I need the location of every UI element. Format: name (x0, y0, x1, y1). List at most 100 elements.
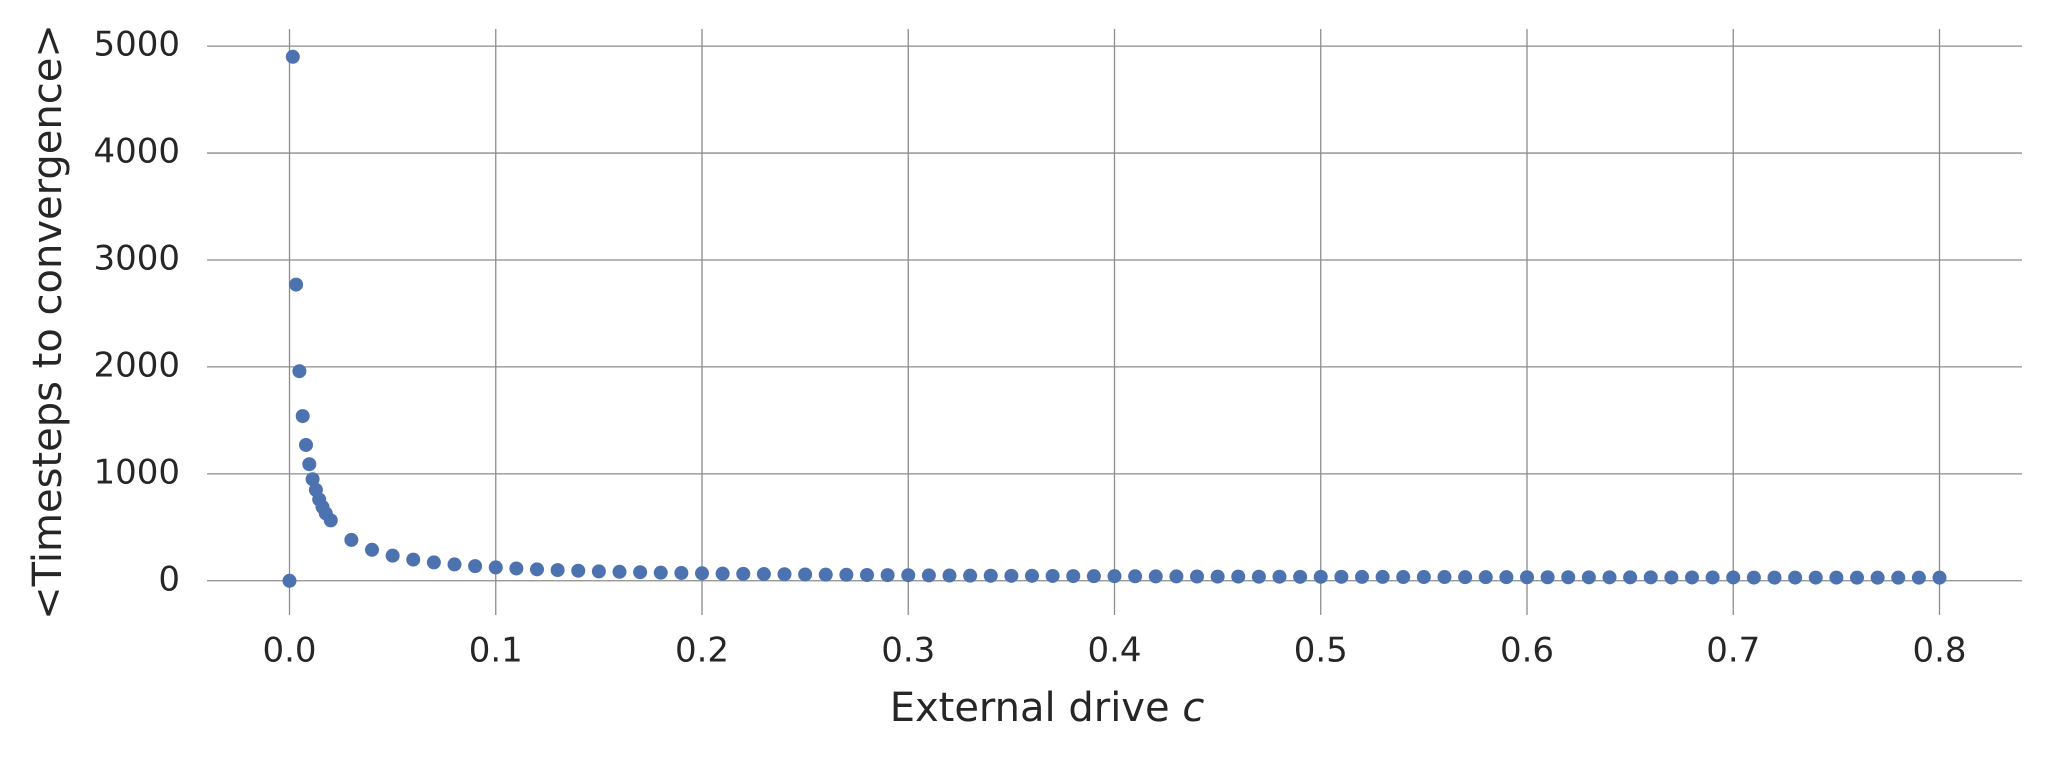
point (798, 567, 813, 582)
point (1664, 570, 1679, 585)
point (942, 568, 957, 583)
point (1190, 569, 1204, 584)
point (406, 552, 421, 567)
point (1581, 570, 1596, 585)
point (715, 566, 730, 581)
point (426, 555, 441, 570)
point (1169, 569, 1184, 584)
y-tick-label: 0 (158, 559, 180, 599)
point (839, 567, 854, 582)
point (571, 563, 586, 578)
point (695, 566, 709, 581)
point (777, 567, 792, 582)
x-axis-label: External drive c (890, 685, 1205, 731)
y-tick-label: 1000 (93, 452, 180, 492)
point (282, 573, 297, 588)
point (674, 565, 689, 580)
point (1602, 570, 1617, 585)
point (1375, 569, 1390, 584)
point (1726, 570, 1741, 585)
point (488, 560, 503, 575)
point (1540, 570, 1555, 585)
point (299, 437, 313, 452)
x-label-symbol: c (1182, 685, 1204, 731)
point (1066, 569, 1081, 584)
point (983, 568, 998, 583)
point (1293, 569, 1308, 584)
point (1355, 569, 1369, 584)
point (302, 457, 317, 472)
point (1004, 568, 1019, 583)
point (921, 568, 936, 583)
point (295, 409, 310, 424)
point (860, 568, 874, 583)
point (1746, 570, 1761, 585)
point (289, 277, 304, 292)
point (1231, 569, 1246, 584)
x-label-text: External drive (890, 685, 1170, 731)
y-tick-label: 3000 (93, 238, 180, 278)
point (1210, 569, 1225, 584)
point (344, 532, 359, 547)
point (1313, 569, 1328, 584)
point (1685, 570, 1699, 585)
point (1911, 570, 1926, 585)
point (1705, 570, 1720, 585)
x-tick-label: 0.4 (1087, 631, 1141, 671)
point (1107, 569, 1122, 584)
x-tick-label: 0.5 (1294, 631, 1348, 671)
point (818, 567, 833, 582)
y-axis-label: <Timesteps to convergence> (25, 24, 71, 620)
point (1148, 569, 1163, 584)
point (1272, 569, 1287, 584)
point (1520, 570, 1534, 585)
point (447, 557, 462, 572)
y-tick-label: 4000 (93, 132, 180, 172)
point (1025, 568, 1039, 583)
point (1334, 569, 1349, 584)
x-tick-label: 0.2 (675, 631, 729, 671)
y-tick-label: 2000 (93, 345, 180, 385)
point (323, 513, 338, 528)
point (1045, 568, 1060, 583)
point (1932, 570, 1947, 585)
point (1416, 570, 1431, 585)
point (1251, 569, 1266, 584)
point (1788, 570, 1803, 585)
point (1437, 570, 1452, 585)
point (365, 542, 379, 557)
point (1850, 570, 1864, 585)
point (292, 364, 307, 379)
point (633, 565, 648, 580)
point (901, 568, 916, 583)
point (1891, 570, 1906, 585)
point (1829, 570, 1844, 585)
point (653, 565, 668, 580)
x-tick-label: 0.3 (881, 631, 935, 671)
y-tick-label: 5000 (93, 25, 180, 65)
point (591, 564, 606, 579)
point (1767, 570, 1782, 585)
point (736, 566, 751, 581)
point (530, 562, 544, 577)
point (1478, 570, 1493, 585)
point (1808, 570, 1823, 585)
x-tick-label: 0.8 (1912, 631, 1966, 671)
point (1086, 569, 1101, 584)
point (1458, 570, 1473, 585)
point (756, 567, 771, 582)
point (1623, 570, 1638, 585)
point (612, 564, 627, 579)
point (1870, 570, 1885, 585)
x-tick-label: 0.1 (469, 631, 523, 671)
point (550, 563, 565, 578)
point (305, 472, 320, 487)
point (963, 568, 978, 583)
point (468, 559, 483, 574)
point (385, 548, 400, 563)
point (1396, 570, 1411, 585)
point (1128, 569, 1143, 584)
point (1643, 570, 1658, 585)
x-tick-label: 0.0 (262, 631, 316, 671)
x-tick-label: 0.6 (1500, 631, 1554, 671)
